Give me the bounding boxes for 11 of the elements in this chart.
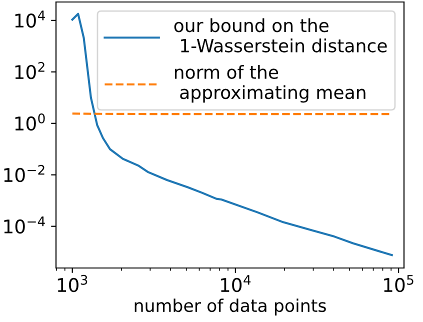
y-tick-label: 10$^{−2}$ — [4, 164, 44, 182]
y-tick-label: 10$^{0}$ — [15, 113, 45, 131]
x-tick-label: 10$^{3}$ — [58, 274, 88, 292]
legend-label: our bound on the 1-Wasserstein distance — [174, 18, 387, 52]
y-tick-label: 10$^{−4}$ — [4, 216, 45, 234]
x-tick-label: 10$^{4}$ — [221, 275, 251, 292]
y-tick-label: 10$^{2}$ — [15, 62, 44, 80]
legend-label: norm of the approximating mean — [174, 64, 366, 103]
x-axis-title: number of data points — [134, 298, 326, 316]
y-tick-label: 10$^{4}$ — [15, 10, 45, 28]
x-tick-label: 10$^{5}$ — [384, 275, 414, 292]
